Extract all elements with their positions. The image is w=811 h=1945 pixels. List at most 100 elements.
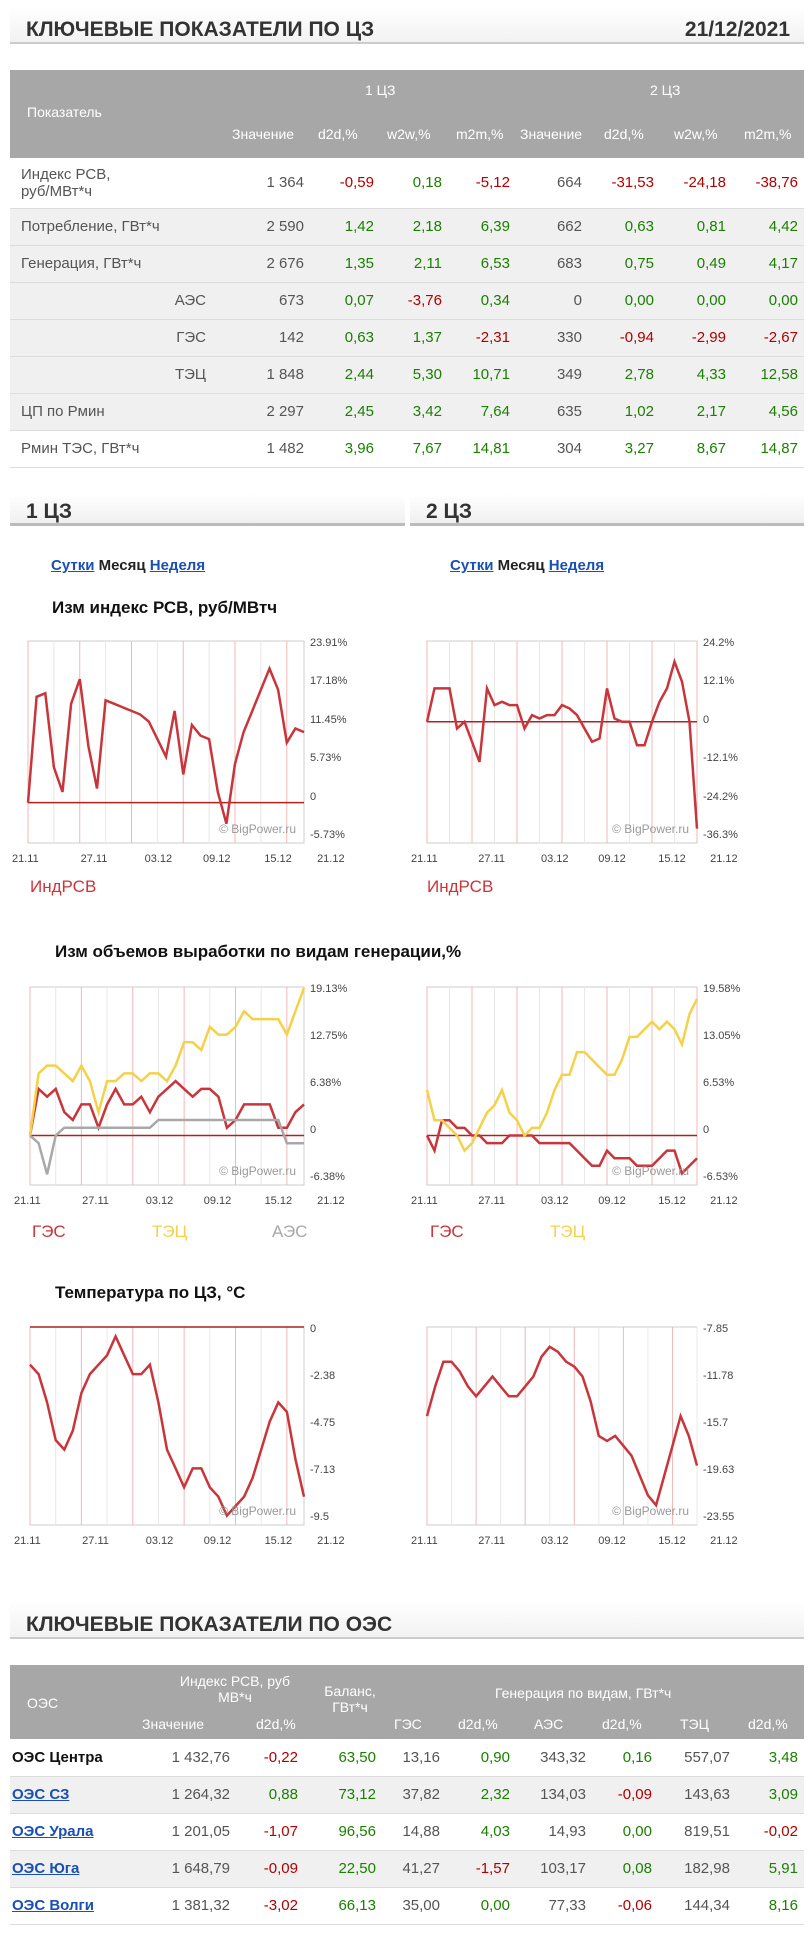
table-cell: -24,18	[660, 158, 732, 209]
table-cell: 0,81	[660, 208, 732, 246]
link-week[interactable]: Неделя	[548, 557, 605, 574]
table-cell: 0,07	[310, 282, 380, 320]
table-cell: 22,50	[304, 1850, 382, 1888]
oes-table-header: ОЭС Индекс РСВ, руб МВ*ч Баланс, ГВт*ч Г…	[10, 1665, 804, 1739]
table-cell: 0	[516, 282, 588, 320]
x-tick-label: 03.12	[145, 1535, 174, 1547]
sub-col: АЭС	[534, 1716, 564, 1732]
table-row: ОЭС Урала 1 201,05 -1,07 96,56 14,88 4,03 14,9…	[10, 1813, 804, 1851]
x-tick-label: 03.12	[541, 853, 569, 865]
y-tick-label: -36.3%	[703, 829, 738, 841]
report-date: 21/12/2021	[684, 18, 790, 41]
col-gen: Генерация по видам, ГВт*ч	[495, 1685, 672, 1701]
y-tick-label: 12.75%	[310, 1030, 348, 1042]
chart-gen2: © BigPower.ru	[425, 986, 699, 1186]
x-tick-label: 21.11	[411, 853, 438, 865]
table-cell: 2,78	[588, 356, 660, 394]
table-cell: 63,50	[304, 1739, 382, 1777]
sub-col: Значение	[520, 126, 583, 142]
table-cell: 0,75	[588, 245, 660, 283]
table-cell: 1,42	[310, 208, 380, 246]
series-line	[425, 998, 699, 1153]
table-cell: 5,30	[380, 356, 448, 394]
x-tick-label: 21.12	[317, 1195, 345, 1207]
x-tick-label: 09.12	[598, 1195, 626, 1207]
x-tick-label: 15.12	[658, 853, 686, 865]
table-row: ОЭС Юга 1 648,79 -0,09 22,50 41,27 -1,57 103,1…	[10, 1850, 804, 1888]
link-week[interactable]: Неделя	[149, 557, 206, 574]
oes-link[interactable]: ОЭС Урала	[10, 1813, 132, 1851]
table-cell: 37,82	[382, 1776, 446, 1814]
sub-col: Значение	[142, 1716, 205, 1732]
chart-frame	[426, 1326, 698, 1526]
y-tick-label: 0	[310, 790, 317, 803]
x-tick-label: 09.12	[598, 853, 626, 865]
link-day[interactable]: Сутки	[450, 557, 494, 574]
table-cell: -0,02	[736, 1813, 804, 1851]
sub-col: ТЭЦ	[680, 1716, 709, 1732]
chart-title-temp: Температура по ЦЗ, °C	[55, 1283, 246, 1302]
y-tick-label: -11.78	[703, 1370, 734, 1382]
section-1cz: 1 ЦЗ	[10, 494, 405, 526]
table-cell: 0,00	[446, 1887, 516, 1925]
table-cell: 103,17	[516, 1850, 592, 1888]
table-cell: 66,13	[304, 1887, 382, 1925]
table-cell: 3,96	[310, 430, 380, 468]
section-title: 1 ЦЗ	[26, 500, 73, 523]
table-cell: 1 264,32	[132, 1776, 236, 1814]
y-tick-label: -24.2%	[703, 790, 738, 803]
y-tick-label: -7.13	[310, 1464, 336, 1476]
table-cell: 7,67	[380, 430, 448, 468]
table-cell: 2 297	[220, 393, 310, 431]
sub-col: d2d,%	[256, 1716, 296, 1732]
row-label: ЦП по Рмин	[10, 393, 220, 431]
series-line	[29, 1118, 304, 1175]
table-cell: 1,02	[588, 393, 660, 431]
sub-col: d2d,%	[748, 1716, 788, 1732]
row-label: Генерация, ГВт*ч	[10, 245, 220, 283]
table-cell: -2,31	[448, 319, 516, 357]
sub-col: d2d,%	[602, 1716, 642, 1732]
table-cell: 0,18	[380, 158, 448, 209]
oes-link[interactable]: ОЭС Волги	[10, 1887, 132, 1925]
series-line	[425, 1119, 698, 1176]
table-cell: -1,07	[236, 1813, 304, 1851]
table-cell: -0,94	[588, 319, 660, 357]
table-cell: -31,53	[588, 158, 660, 209]
oes-link[interactable]: ОЭС СЗ	[10, 1776, 132, 1814]
table-cell: 2,11	[380, 245, 448, 283]
y-tick-label: -12.1%	[703, 752, 738, 765]
x-tick-label: 03.12	[145, 1195, 174, 1207]
table-cell: 349	[516, 356, 588, 394]
oes-link[interactable]: ОЭС Юга	[10, 1850, 132, 1888]
watermark: © BigPower.ru	[612, 1164, 689, 1178]
table-cell: 0,49	[660, 245, 732, 283]
y-tick-label: -23.55	[703, 1511, 735, 1523]
y-tick-label: -9.5	[310, 1511, 329, 1523]
col-indicator: Показатель	[27, 104, 102, 120]
table-cell: 662	[516, 208, 588, 246]
x-tick-label: 15.12	[264, 1195, 293, 1207]
watermark: © BigPower.ru	[612, 1504, 689, 1518]
oes-header: КЛЮЧЕВЫЕ ПОКАЗАТЕЛИ ПО ОЭС	[10, 1601, 804, 1639]
series-line	[28, 987, 306, 1136]
y-tick-label: -6.53%	[703, 1171, 738, 1183]
link-month-active: Месяц	[497, 557, 545, 574]
table-row: ОЭС Волги 1 381,32 -3,02 66,13 35,00 0,00 77,3…	[10, 1887, 804, 1925]
table-cell: 1 381,32	[132, 1887, 236, 1925]
chart-gen1: © BigPower.ru	[28, 986, 306, 1186]
table-cell: 0,08	[592, 1850, 658, 1888]
link-day[interactable]: Сутки	[51, 557, 95, 574]
y-tick-label: -5.73%	[310, 829, 345, 841]
table-cell: 1 648,79	[132, 1850, 236, 1888]
table-cell: 6,53	[448, 245, 516, 283]
table-cell: 1 482	[220, 430, 310, 468]
y-tick-label: 11.45%	[310, 713, 347, 726]
x-tick-label: 03.12	[144, 853, 173, 865]
x-tick-label: 09.12	[203, 853, 231, 865]
table-cell: 1 848	[220, 356, 310, 394]
y-tick-label: 0	[703, 1124, 710, 1136]
table-cell: -3,76	[380, 282, 448, 320]
y-tick-label: 6.38%	[310, 1077, 342, 1089]
y-tick-label: -2.38	[310, 1370, 336, 1382]
